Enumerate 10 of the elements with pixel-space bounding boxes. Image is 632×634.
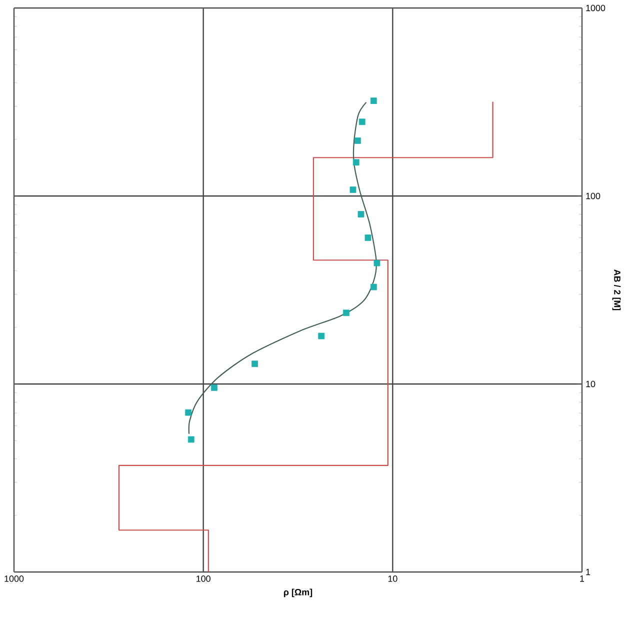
y-tick-label: 1 — [586, 568, 590, 576]
x-tick-label: 100 — [196, 576, 210, 582]
x-tick-label: 10 — [388, 576, 398, 582]
x-tick-label: 1000 — [4, 576, 24, 582]
x-tick-label: 1 — [580, 576, 584, 582]
y-tick-label: 10 — [586, 380, 596, 388]
y-axis-title: AB / 2 [M] — [612, 270, 621, 310]
y-tick-label: 1000 — [586, 4, 606, 12]
y-tick-label: 100 — [586, 192, 600, 200]
x-axis-title: ρ [Ωm] — [284, 588, 312, 598]
